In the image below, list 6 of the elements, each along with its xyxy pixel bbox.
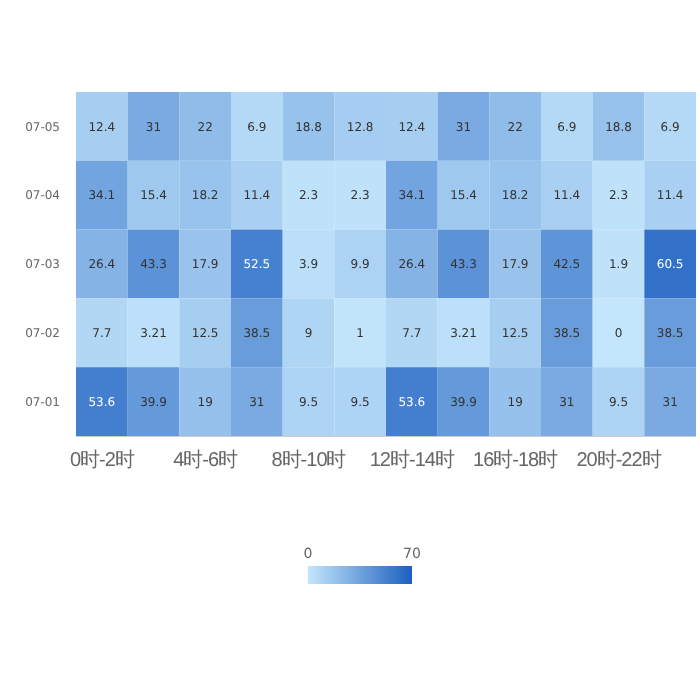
x-tick-label: 16时-18时 [473,448,559,473]
x-tick-label: 20时-22时 [576,448,662,473]
x-tick-label: 8时-10时 [271,448,347,473]
x-tick-label: 12时-14时 [369,448,455,473]
x-tick-label: 0时-2时 [69,448,135,473]
x-tick-label: 4时-6时 [173,448,239,473]
